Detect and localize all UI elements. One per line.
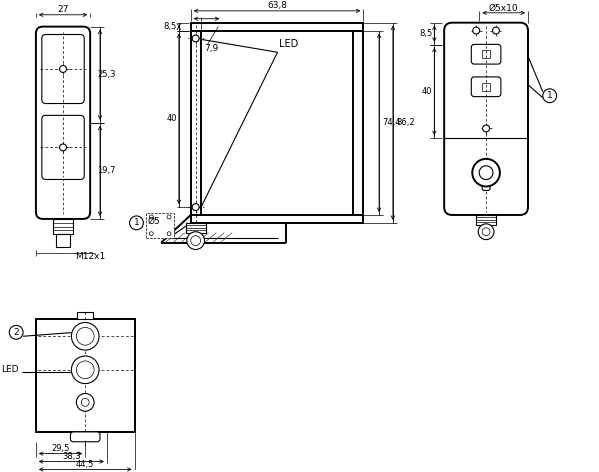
Text: 1: 1 bbox=[134, 219, 140, 228]
FancyBboxPatch shape bbox=[444, 23, 528, 215]
Bar bbox=[77, 312, 93, 319]
Circle shape bbox=[81, 398, 89, 406]
Circle shape bbox=[71, 322, 99, 350]
Text: 40: 40 bbox=[167, 114, 177, 123]
Circle shape bbox=[59, 144, 66, 151]
Circle shape bbox=[473, 27, 480, 34]
Bar bbox=[80, 331, 90, 341]
Text: LED: LED bbox=[280, 39, 299, 50]
Bar bbox=[146, 213, 174, 237]
Text: 40: 40 bbox=[422, 87, 432, 96]
Circle shape bbox=[478, 224, 494, 240]
Bar bbox=[36, 319, 135, 432]
Circle shape bbox=[192, 35, 199, 42]
Text: 38,3: 38,3 bbox=[62, 452, 81, 461]
Circle shape bbox=[59, 66, 66, 73]
Circle shape bbox=[479, 166, 493, 179]
Circle shape bbox=[71, 356, 99, 384]
Text: 86,2: 86,2 bbox=[396, 118, 415, 127]
Text: 8,5: 8,5 bbox=[419, 29, 432, 38]
Bar bbox=[482, 51, 490, 58]
Text: 1: 1 bbox=[547, 91, 552, 100]
Text: Ø5: Ø5 bbox=[147, 216, 160, 226]
Text: 74,4: 74,4 bbox=[382, 118, 401, 127]
Text: 27: 27 bbox=[58, 5, 69, 14]
Circle shape bbox=[149, 232, 153, 236]
Bar bbox=[476, 215, 496, 225]
Circle shape bbox=[472, 159, 500, 186]
Circle shape bbox=[192, 203, 199, 211]
Circle shape bbox=[190, 236, 201, 245]
Circle shape bbox=[129, 216, 143, 230]
FancyBboxPatch shape bbox=[42, 34, 84, 103]
Bar bbox=[186, 223, 205, 233]
Bar bbox=[190, 23, 364, 31]
Bar bbox=[56, 234, 70, 246]
Text: 25,3: 25,3 bbox=[97, 70, 116, 79]
Circle shape bbox=[149, 215, 153, 219]
Bar bbox=[482, 83, 490, 91]
Text: 19,7: 19,7 bbox=[97, 166, 116, 175]
Circle shape bbox=[483, 125, 489, 132]
Circle shape bbox=[76, 394, 94, 411]
Circle shape bbox=[167, 215, 171, 219]
FancyBboxPatch shape bbox=[36, 26, 90, 219]
Circle shape bbox=[76, 361, 94, 379]
Bar bbox=[53, 219, 73, 234]
FancyBboxPatch shape bbox=[471, 77, 501, 97]
FancyBboxPatch shape bbox=[42, 115, 84, 179]
Bar bbox=[353, 31, 364, 215]
Text: M12x1: M12x1 bbox=[75, 252, 105, 261]
Circle shape bbox=[10, 325, 23, 339]
Bar bbox=[190, 215, 364, 223]
Text: 29,5: 29,5 bbox=[52, 444, 69, 453]
Text: 7,9: 7,9 bbox=[204, 44, 219, 53]
Text: 2: 2 bbox=[13, 328, 19, 337]
Text: LED: LED bbox=[1, 365, 18, 374]
FancyBboxPatch shape bbox=[482, 181, 490, 190]
Circle shape bbox=[482, 228, 490, 236]
Bar bbox=[190, 31, 201, 215]
Circle shape bbox=[76, 328, 94, 345]
FancyBboxPatch shape bbox=[471, 44, 501, 64]
Circle shape bbox=[167, 232, 171, 236]
Text: 44,5: 44,5 bbox=[76, 460, 95, 469]
FancyBboxPatch shape bbox=[71, 432, 100, 442]
Circle shape bbox=[187, 232, 204, 250]
Text: 8,5: 8,5 bbox=[164, 22, 177, 31]
Text: Ø5x10: Ø5x10 bbox=[489, 3, 519, 12]
Circle shape bbox=[543, 89, 556, 102]
Text: 63,8: 63,8 bbox=[267, 1, 287, 10]
Circle shape bbox=[492, 27, 500, 34]
Bar bbox=[80, 365, 90, 375]
